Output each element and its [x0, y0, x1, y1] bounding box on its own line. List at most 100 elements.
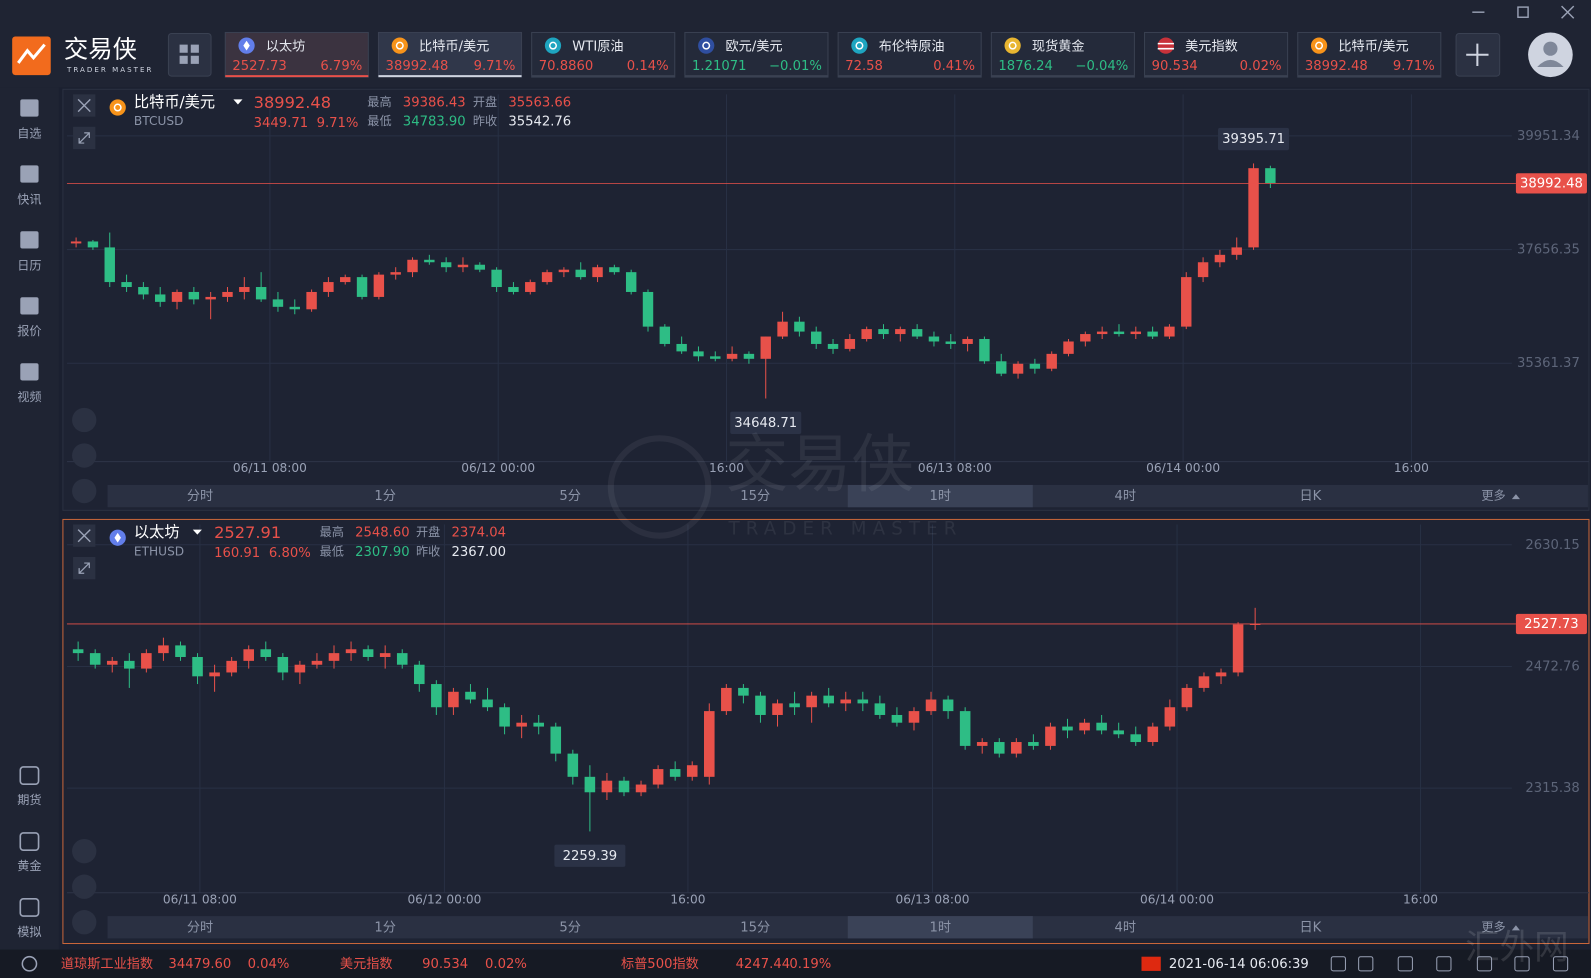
maximize[interactable] — [1517, 6, 1529, 18]
symbol-dropdown[interactable] — [233, 99, 243, 105]
y-tick-label: 35361.37 — [1517, 356, 1580, 371]
icon-glyph — [1315, 41, 1324, 50]
tool-button[interactable] — [72, 443, 97, 468]
status-icon[interactable] — [1397, 956, 1413, 972]
status-icon[interactable] — [1476, 956, 1493, 972]
sidebar-icon[interactable] — [20, 363, 39, 381]
y-tick-label: 2315.38 — [1525, 781, 1579, 796]
symbol-name[interactable]: 以太坊 — [134, 523, 180, 541]
sidebar-icon[interactable] — [20, 297, 39, 315]
icon-glyph — [702, 41, 711, 50]
watermark-text: 交易侠 — [725, 428, 914, 501]
candle-body — [1011, 742, 1022, 754]
candle-body — [1028, 742, 1039, 746]
timeframe-tab[interactable]: 5分 — [559, 488, 581, 504]
sidebar-label[interactable]: 黄金 — [17, 858, 41, 873]
status-icon[interactable] — [1358, 956, 1374, 972]
timeframe-tab[interactable]: 日K — [1299, 920, 1321, 935]
sidebar-label[interactable]: 日历 — [17, 258, 41, 272]
tool-button[interactable] — [72, 874, 97, 899]
candle-body — [205, 296, 216, 300]
logo-subtitle: TRADER MASTER — [66, 65, 154, 74]
tool-button[interactable] — [72, 910, 97, 935]
layout-button[interactable] — [167, 32, 212, 77]
sidebar-label[interactable]: 模拟 — [17, 925, 41, 939]
sidebar-icon[interactable] — [19, 898, 40, 917]
sidebar-label[interactable]: 期货 — [17, 792, 41, 807]
candle-body — [457, 264, 469, 268]
candle-body — [993, 742, 1005, 754]
candle-body — [1096, 331, 1108, 335]
sidebar-icon[interactable] — [20, 165, 39, 183]
close[interactable] — [1561, 5, 1575, 19]
timeframe-tab[interactable]: 4时 — [1115, 488, 1137, 504]
candle-body — [669, 769, 681, 777]
candle-body — [106, 660, 118, 665]
timeframe-tab[interactable]: 5分 — [559, 919, 581, 935]
timeframe-tab[interactable]: 分时 — [187, 488, 213, 504]
status-icon[interactable] — [1330, 956, 1346, 972]
symbol-code: BTCUSD — [134, 114, 184, 128]
candle-body — [874, 703, 886, 715]
index-name: 标普500指数 — [621, 956, 699, 972]
candle-body — [1181, 277, 1192, 327]
symbol-dropdown[interactable] — [192, 529, 202, 535]
add-icon — [1466, 43, 1489, 66]
timeframe-tab[interactable]: 15分 — [740, 488, 770, 504]
expand-icon — [78, 562, 90, 574]
sidebar-label[interactable]: 自选 — [17, 126, 41, 140]
sidebar-label[interactable]: 报价 — [17, 323, 41, 338]
flag-cn — [1141, 956, 1161, 971]
tool-button[interactable] — [72, 839, 97, 864]
tool-button[interactable] — [72, 478, 97, 504]
status-icon[interactable] — [1552, 956, 1569, 972]
timeframe-tab[interactable]: 1时 — [929, 919, 951, 935]
status-icon[interactable] — [1514, 956, 1530, 972]
sidebar-icon[interactable] — [19, 832, 40, 851]
candle-body — [743, 353, 755, 359]
header-change: 160.91 — [214, 546, 260, 561]
tool-button[interactable] — [72, 407, 97, 433]
window-controls[interactable] — [1472, 5, 1575, 19]
candle-body — [138, 287, 149, 295]
timeframe-tab[interactable]: 1分 — [374, 919, 396, 935]
more-button[interactable]: 更多 — [1481, 489, 1505, 503]
timeframe-tab[interactable]: 15分 — [740, 919, 770, 935]
last-price-label: 38992.48 — [1520, 176, 1583, 191]
sidebar-icon[interactable] — [20, 231, 39, 249]
ticker-change: 6.79% — [320, 59, 362, 74]
candle-body — [474, 264, 486, 270]
y-tick-label: 37656.35 — [1517, 243, 1580, 258]
timeframe-tab[interactable]: 1时 — [929, 488, 951, 504]
symbol-name[interactable]: 比特币/美元 — [134, 93, 215, 111]
candle-body — [642, 291, 654, 327]
candle-body — [1181, 687, 1193, 708]
support-icon[interactable] — [21, 955, 38, 972]
more-button[interactable]: 更多 — [1481, 920, 1505, 934]
more-arrow — [1511, 925, 1520, 931]
status-icon[interactable] — [1436, 956, 1452, 972]
sidebar-icon[interactable] — [19, 766, 40, 786]
timeframe-tab[interactable]: 分时 — [187, 919, 213, 935]
candle-body — [686, 765, 698, 777]
timeframe-tab[interactable]: 日K — [1299, 489, 1321, 504]
timeframe-tab[interactable]: 4时 — [1115, 919, 1137, 935]
timeframe-active — [847, 484, 1033, 508]
sidebar-label[interactable]: 视频 — [17, 389, 41, 404]
candle-body — [794, 321, 805, 332]
ticker-price: 70.8860 — [539, 59, 593, 74]
watermark-logo — [607, 435, 712, 539]
timeframe-tab[interactable]: 1分 — [374, 488, 396, 504]
candle-body — [70, 241, 82, 244]
sidebar-label[interactable]: 快讯 — [17, 192, 41, 206]
ticker-price: 1876.24 — [998, 59, 1052, 74]
candle-body — [89, 653, 101, 665]
price-callout-box — [1218, 127, 1290, 151]
x-tick-label: 16:00 — [709, 461, 744, 475]
candle-body — [1198, 676, 1210, 688]
sidebar-icon[interactable] — [20, 99, 39, 117]
candle-body — [222, 291, 233, 297]
candle-body — [1214, 254, 1226, 263]
price-callout-box — [730, 411, 802, 434]
candle-body — [1113, 331, 1125, 335]
